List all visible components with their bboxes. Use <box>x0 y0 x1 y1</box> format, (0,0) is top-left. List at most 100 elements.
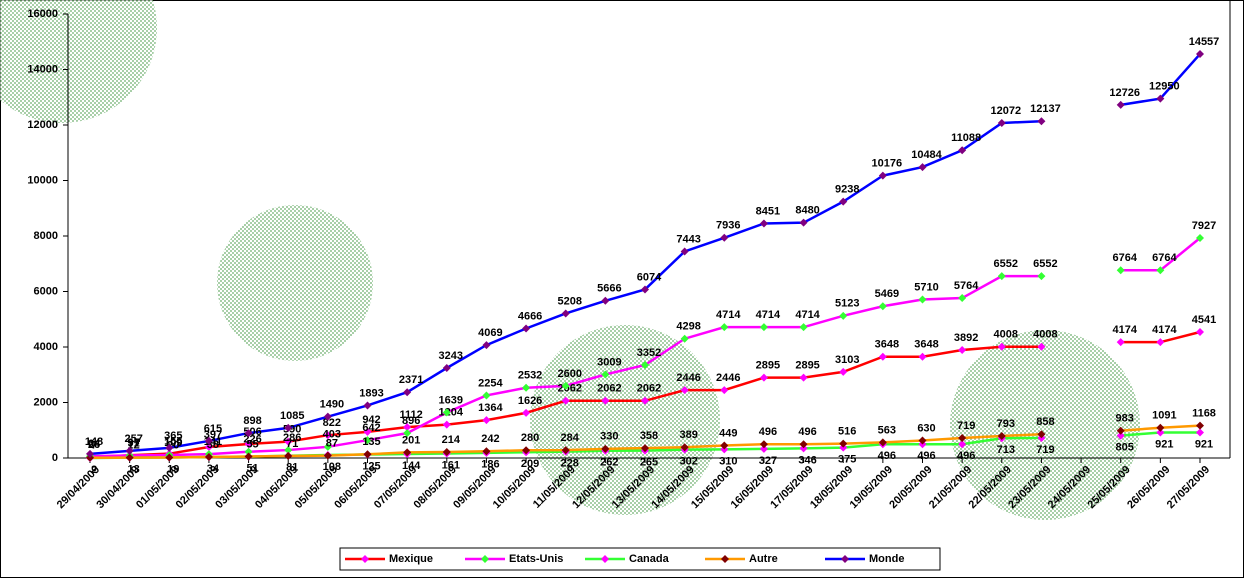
marker <box>522 324 531 333</box>
marker <box>363 427 372 436</box>
legend-label: Autre <box>749 553 778 565</box>
marker <box>522 383 531 392</box>
data-label: 921 <box>1155 438 1173 450</box>
marker <box>244 452 253 461</box>
data-label: 6764 <box>1112 252 1137 264</box>
marker <box>284 446 293 455</box>
marker <box>363 401 372 410</box>
data-label: 2446 <box>676 372 700 384</box>
data-label: 11088 <box>951 132 981 144</box>
data-label: 14557 <box>1189 36 1220 48</box>
data-label: 228 <box>561 458 579 470</box>
data-label: 161 <box>442 459 460 471</box>
data-label: 214 <box>442 434 461 446</box>
data-label: 5123 <box>835 298 859 310</box>
marker <box>1037 430 1046 439</box>
marker <box>284 437 293 446</box>
data-label: 4174 <box>1112 324 1137 336</box>
marker <box>680 334 689 343</box>
data-label: 3648 <box>914 339 938 351</box>
marker <box>759 323 768 332</box>
marker <box>601 370 610 379</box>
marker <box>759 219 768 228</box>
data-label: 5666 <box>597 283 621 295</box>
data-label: 1112 <box>400 409 423 421</box>
data-label: 327 <box>759 455 777 467</box>
marker <box>403 423 412 432</box>
data-label: 719 <box>1036 444 1054 456</box>
data-label: 97 <box>128 437 140 449</box>
data-label: 2895 <box>756 360 780 372</box>
marker <box>641 444 649 453</box>
marker <box>799 440 808 449</box>
marker <box>482 416 491 425</box>
marker <box>561 309 570 318</box>
marker <box>442 448 451 457</box>
data-label: 942 <box>362 414 380 426</box>
marker <box>323 451 332 460</box>
data-label: 280 <box>521 432 539 444</box>
marker <box>958 345 967 354</box>
marker <box>244 447 253 456</box>
data-label: 26 <box>88 439 100 451</box>
y-tick-label: 12000 <box>27 119 58 131</box>
data-label: 87 <box>326 437 338 449</box>
data-label: 12137 <box>1030 103 1061 115</box>
marker <box>1116 426 1125 435</box>
marker <box>403 448 412 457</box>
data-label: 55 <box>246 438 258 450</box>
data-label: 4714 <box>716 309 741 321</box>
data-label: 496 <box>917 450 935 462</box>
data-label: 4298 <box>676 321 700 333</box>
marker <box>1116 100 1125 109</box>
data-label: 2062 <box>557 383 581 395</box>
data-label: 389 <box>679 429 697 441</box>
marker <box>958 434 967 443</box>
marker <box>323 431 332 440</box>
data-label: 5764 <box>954 280 979 292</box>
marker <box>720 386 729 395</box>
legend <box>339 547 941 571</box>
marker <box>720 233 729 242</box>
data-label: 898 <box>243 415 261 427</box>
data-label: 615 <box>204 423 222 435</box>
data-label: 64 <box>88 438 101 450</box>
marker <box>641 360 649 369</box>
marker <box>363 450 372 459</box>
marker <box>1037 272 1046 281</box>
data-label: 226 <box>243 434 261 446</box>
data-label: 5469 <box>875 288 899 300</box>
marker <box>1156 428 1165 437</box>
marker <box>759 440 768 449</box>
marker <box>363 436 372 445</box>
data-label: 209 <box>521 458 539 470</box>
data-label: 449 <box>719 427 737 439</box>
marker <box>918 436 927 445</box>
marker <box>601 444 610 453</box>
legend-marker <box>481 555 489 563</box>
data-label: 3648 <box>875 339 899 351</box>
marker <box>1156 266 1165 275</box>
marker <box>1116 338 1125 347</box>
marker <box>323 412 332 421</box>
marker <box>997 272 1006 281</box>
data-label: 4666 <box>518 310 542 322</box>
data-label: 1490 <box>320 399 344 411</box>
marker <box>1156 338 1165 347</box>
marker <box>1196 428 1204 437</box>
data-label: 1085 <box>280 410 304 422</box>
data-label: 310 <box>719 455 737 467</box>
data-label: 3103 <box>835 354 859 366</box>
data-label: 2532 <box>518 370 542 382</box>
data-label: 8480 <box>795 205 819 217</box>
marker <box>997 431 1006 440</box>
marker <box>601 396 610 405</box>
data-label: 4008 <box>994 329 1018 341</box>
data-label: 4174 <box>1152 324 1177 336</box>
data-label: 2600 <box>557 368 581 380</box>
marker <box>799 323 808 332</box>
data-label: 4541 <box>1192 314 1216 326</box>
data-label: 2 <box>91 464 97 476</box>
marker <box>997 119 1006 128</box>
marker <box>878 302 887 311</box>
